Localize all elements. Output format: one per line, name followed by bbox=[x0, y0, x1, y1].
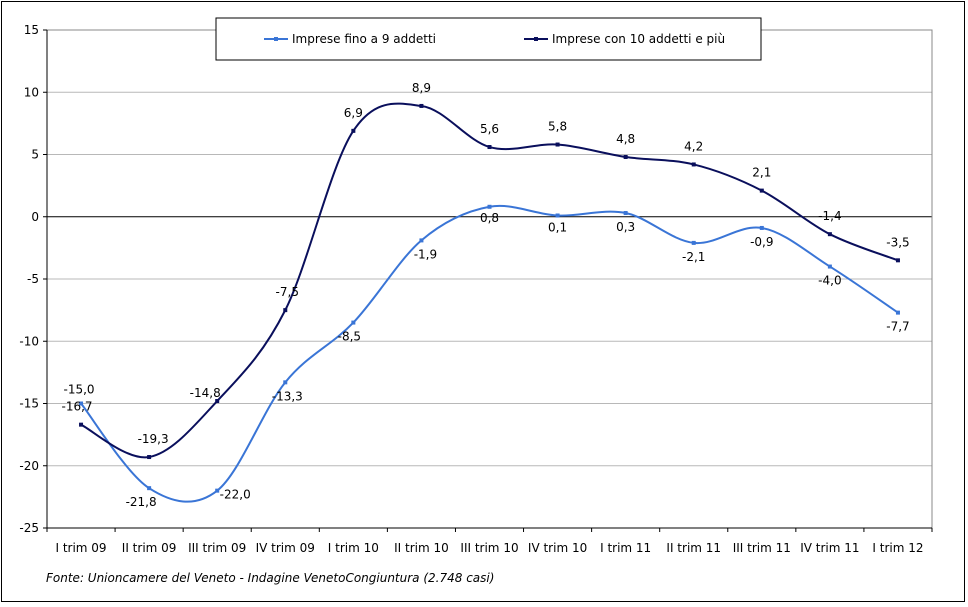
data-label: 0,3 bbox=[616, 220, 635, 234]
data-label: 5,8 bbox=[548, 120, 567, 134]
data-point bbox=[555, 213, 560, 218]
x-axis: I trim 09 II trim 09 III trim 09 IV trim 09… bbox=[46, 527, 933, 555]
data-point bbox=[419, 103, 424, 108]
data-label: 2,1 bbox=[752, 166, 771, 180]
data-point bbox=[759, 225, 764, 230]
data-label: 0,1 bbox=[548, 221, 567, 235]
legend-label: Imprese con 10 addetti e più bbox=[552, 32, 725, 46]
data-point bbox=[555, 142, 560, 147]
data-point bbox=[283, 380, 288, 385]
data-point bbox=[351, 320, 356, 325]
y-tick-label: 15 bbox=[24, 23, 39, 37]
x-tick-label: I trim 11 bbox=[600, 541, 651, 555]
data-point bbox=[827, 232, 832, 237]
data-point bbox=[895, 310, 900, 315]
x-tick-label: I trim 12 bbox=[872, 541, 923, 555]
data-label: -7,5 bbox=[276, 285, 299, 299]
data-point bbox=[759, 188, 764, 193]
x-tick-label: I trim 10 bbox=[328, 541, 379, 555]
y-tick-label: -20 bbox=[19, 459, 39, 473]
legend-marker bbox=[274, 37, 278, 41]
data-label: 5,6 bbox=[480, 122, 499, 136]
data-label: 8,9 bbox=[412, 81, 431, 95]
data-label: -8,5 bbox=[338, 330, 361, 344]
data-label: 4,2 bbox=[684, 139, 703, 153]
x-tick-label: III trim 10 bbox=[460, 541, 518, 555]
data-label: -15,0 bbox=[64, 383, 95, 397]
data-label: -19,3 bbox=[138, 432, 169, 446]
data-point bbox=[623, 154, 628, 159]
data-point bbox=[419, 238, 424, 243]
data-label: -14,8 bbox=[190, 386, 221, 400]
data-point bbox=[487, 204, 492, 209]
x-tick-label: II trim 10 bbox=[394, 541, 449, 555]
data-label: -16,7 bbox=[62, 400, 93, 414]
legend: Imprese fino a 9 addetti Imprese con 10 a… bbox=[215, 17, 762, 61]
data-label: -2,1 bbox=[682, 250, 705, 264]
y-tick-label: -10 bbox=[19, 334, 39, 348]
data-point bbox=[79, 422, 84, 427]
data-label: -0,9 bbox=[750, 235, 773, 249]
data-label: -7,7 bbox=[886, 320, 909, 334]
y-tick-label: -25 bbox=[19, 521, 39, 535]
data-point bbox=[147, 455, 152, 460]
data-point bbox=[283, 308, 288, 313]
series-line bbox=[80, 204, 899, 503]
data-point bbox=[827, 264, 832, 269]
data-point bbox=[623, 211, 628, 216]
x-tick-label: IV trim 09 bbox=[256, 541, 315, 555]
data-label: 0,8 bbox=[480, 211, 499, 225]
x-tick-label: III trim 11 bbox=[733, 541, 791, 555]
data-label: 4,8 bbox=[616, 132, 635, 146]
series-line bbox=[80, 102, 899, 459]
data-point bbox=[487, 145, 492, 150]
data-point bbox=[215, 488, 220, 493]
y-axis: 15 10 5 0 -5 -10 -15 -20 -25 bbox=[19, 23, 48, 535]
x-tick-label: I trim 09 bbox=[55, 541, 106, 555]
series-group: -15,0 -21,8 -22,0 -13,3 -8,5 -1,9 0,8 0,1 0,3 -2,… bbox=[62, 81, 910, 509]
x-tick-label: II trim 09 bbox=[122, 541, 177, 555]
data-label: -3,5 bbox=[886, 235, 909, 249]
data-label: -21,8 bbox=[126, 495, 157, 509]
data-label: -4,0 bbox=[818, 274, 841, 288]
legend-box bbox=[215, 17, 762, 61]
gridlines bbox=[46, 29, 933, 529]
y-tick-label: -5 bbox=[27, 272, 39, 286]
data-point bbox=[215, 399, 220, 404]
legend-label: Imprese fino a 9 addetti bbox=[292, 32, 436, 46]
x-tick-label: IV trim 11 bbox=[800, 541, 859, 555]
data-point bbox=[79, 401, 84, 406]
source-note: Fonte: Unioncamere del Veneto - Indagine… bbox=[46, 571, 495, 585]
legend-marker bbox=[534, 37, 538, 41]
data-point bbox=[147, 486, 152, 491]
data-label: -13,3 bbox=[272, 389, 303, 403]
x-tick-label: IV trim 10 bbox=[528, 541, 587, 555]
y-tick-label: 5 bbox=[31, 148, 39, 162]
x-tick-label: II trim 11 bbox=[666, 541, 721, 555]
y-tick-label: -15 bbox=[19, 397, 39, 411]
data-point bbox=[351, 128, 356, 133]
data-point bbox=[691, 162, 696, 167]
y-tick-label: 0 bbox=[31, 210, 39, 224]
x-tick-label: III trim 09 bbox=[188, 541, 246, 555]
data-point bbox=[895, 258, 900, 263]
data-label: -1,9 bbox=[414, 247, 437, 261]
data-point bbox=[691, 240, 696, 245]
y-tick-label: 10 bbox=[24, 85, 39, 99]
data-label: -22,0 bbox=[220, 488, 251, 502]
data-label: -1,4 bbox=[818, 209, 841, 223]
data-label: 6,9 bbox=[344, 106, 363, 120]
